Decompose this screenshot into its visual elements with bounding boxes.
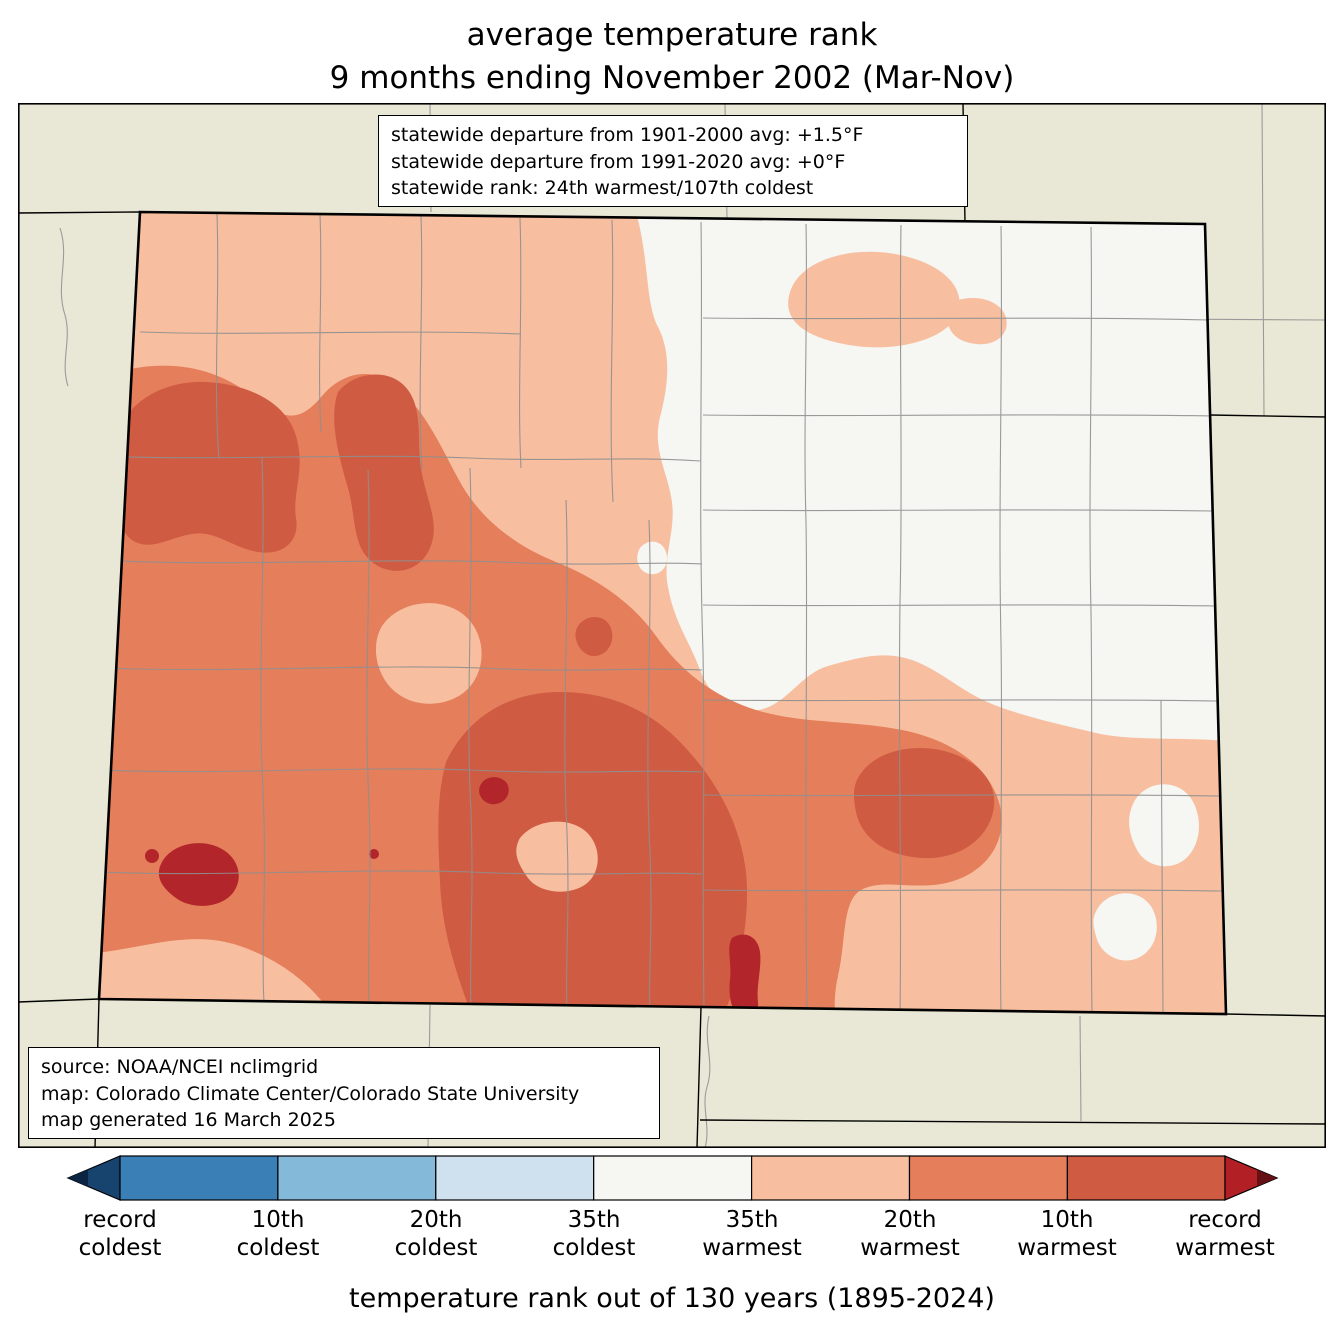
colorbar: [60, 1155, 1285, 1201]
colorbar-label-20th-coldest: 20th coldest: [394, 1207, 478, 1261]
source-line-2: map: Colorado Climate Center/Colorado St…: [41, 1082, 580, 1105]
colorbar-band-35th-warmest: [750, 1155, 911, 1201]
source-box: source: NOAA/NCEI nclimgrid map: Colorad…: [28, 1047, 660, 1139]
page-title: average temperature rank 9 months ending…: [0, 14, 1344, 100]
colorbar-arrow-record-coldest-tip: [68, 1169, 88, 1187]
region-record-warm: [145, 777, 761, 1014]
source-line-1: source: NOAA/NCEI nclimgrid: [41, 1056, 319, 1078]
colorbar-label-10th-warmest: 10th warmest: [1017, 1207, 1117, 1261]
colorbar-band-neutral: [593, 1155, 753, 1201]
colorado-state-outline: [97, 210, 1228, 1016]
title-line-2: 9 months ending November 2002 (Mar-Nov): [329, 60, 1015, 96]
title-line-1: average temperature rank: [466, 17, 878, 53]
colorbar-label-10th-coldest: 10th coldest: [236, 1207, 320, 1261]
colorbar-label-20th-warmest: 20th warmest: [860, 1207, 960, 1261]
map-frame: [18, 103, 1326, 1148]
colorbar-label-record-warmest: record warmest: [1175, 1207, 1275, 1261]
source-line-3: map generated 16 March 2025: [41, 1109, 336, 1131]
colorbar-label-35th-coldest: 35th coldest: [552, 1207, 636, 1261]
region-warm35-islands: [788, 251, 1007, 348]
colorbar-arrow-record-warmest: [1224, 1155, 1279, 1201]
colorbar-svg: [66, 1155, 1279, 1201]
colorado-temperature-rank-map: [18, 103, 1326, 1148]
colorbar-label-record-coldest: record coldest: [78, 1207, 162, 1261]
colorbar-band-20th-coldest: [277, 1155, 437, 1201]
map-panel: [18, 103, 1326, 1148]
colorbar-label-35th-warmest: 35th warmest: [702, 1207, 802, 1261]
colorbar-arrow-record-warmest-tip: [1257, 1169, 1277, 1187]
colorbar-band-35th-coldest: [435, 1155, 595, 1201]
stats-box: statewide departure from 1901-2000 avg: …: [378, 115, 968, 207]
colorbar-band-10th-warmest: [1066, 1155, 1226, 1201]
colorbar-band-10th-coldest: [119, 1155, 279, 1201]
stats-line-1: statewide departure from 1901-2000 avg: …: [391, 124, 864, 146]
colorbar-caption: temperature rank out of 130 years (1895-…: [349, 1283, 995, 1314]
colorbar-band-20th-warmest: [908, 1155, 1068, 1201]
stats-line-2: statewide departure from 1991-2020 avg: …: [391, 150, 846, 173]
county-lines: [99, 213, 1223, 1014]
stats-line-3: statewide rank: 24th warmest/107th colde…: [391, 177, 814, 199]
